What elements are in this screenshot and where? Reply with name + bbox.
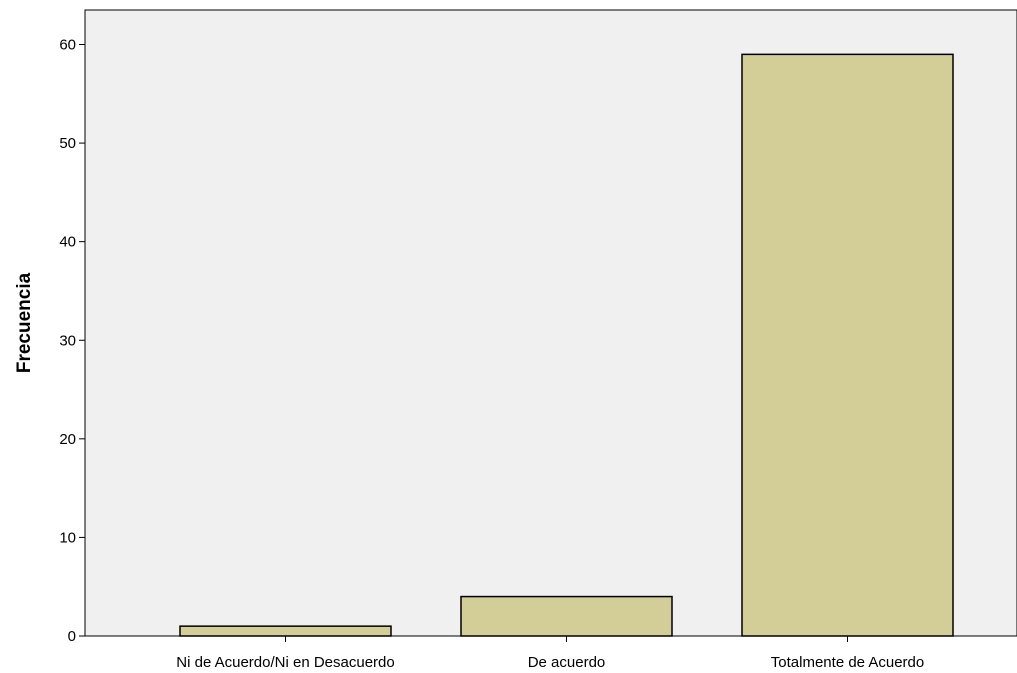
bar — [179, 625, 392, 637]
y-axis-title: Frecuencia — [14, 272, 35, 373]
y-tick-label: 20 — [59, 431, 76, 448]
bar — [741, 53, 954, 637]
y-tick-label: 0 — [68, 628, 76, 645]
y-tick-label: 50 — [59, 135, 76, 152]
y-tick-label: 30 — [59, 332, 76, 349]
x-axis: Ni de Acuerdo/Ni en Desacuerdo De acuerdo… — [176, 636, 924, 671]
x-tick-label: Ni de Acuerdo/Ni en Desacuerdo — [176, 654, 394, 671]
y-tick-label: 40 — [59, 234, 76, 251]
y-tick-label: 60 — [59, 37, 76, 54]
bar — [460, 595, 673, 637]
bars-group — [179, 53, 954, 637]
x-tick-label: De acuerdo — [528, 654, 606, 671]
y-axis: 0 10 20 30 40 50 60 — [59, 37, 85, 645]
y-tick-label: 10 — [59, 529, 76, 546]
x-tick-label: Totalmente de Acuerdo — [771, 654, 924, 671]
